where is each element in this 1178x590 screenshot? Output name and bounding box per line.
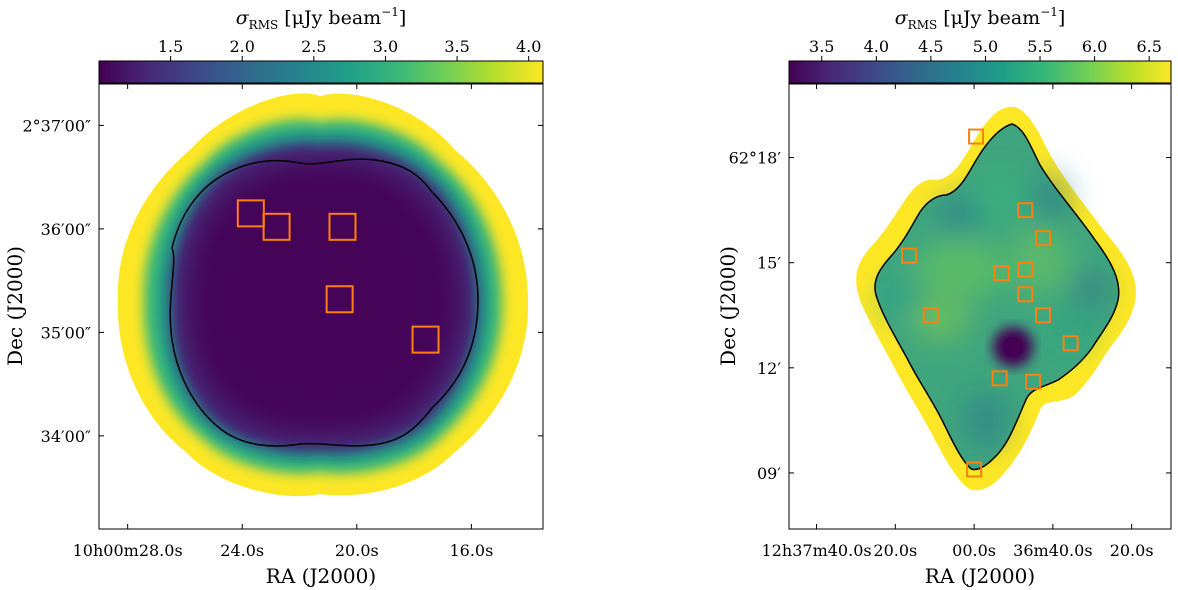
x-tick-label: 36m40.0s	[1013, 541, 1092, 560]
colorbar-tick-label: 5.0	[973, 37, 998, 56]
left-panel: 1.5 2.0 2.5 3.0 3.5 4.0 σRMS [μJy beam−1] 10h…	[3, 5, 544, 588]
x-tick-label: 10h00m28.0s	[73, 541, 183, 560]
source-marker	[991, 370, 1008, 387]
right-noise-texture	[880, 172, 1108, 448]
right-ylabel: Dec (J2000)	[716, 246, 740, 366]
source-marker	[328, 212, 357, 241]
y-tick-label: 2°37′00″	[22, 116, 91, 135]
right-contour	[874, 123, 1120, 471]
colorbar-tick-label: 6.5	[1136, 37, 1161, 56]
source-marker	[968, 128, 985, 145]
colorbar-tick-label: 3.5	[809, 37, 834, 56]
source-marker	[1035, 307, 1052, 324]
colorbar-tick-label: 4.5	[918, 37, 943, 56]
x-tick-label: 20.0s	[335, 541, 379, 560]
left-xlabel: RA (J2000)	[266, 564, 376, 588]
colorbar-tick-label: 5.5	[1027, 37, 1052, 56]
left-contour	[169, 158, 479, 447]
x-tick-label: 20.0s	[873, 541, 917, 560]
source-marker	[922, 307, 939, 324]
source-marker	[325, 285, 354, 314]
colorbar-tick-label: 2.0	[229, 37, 254, 56]
source-marker	[901, 247, 918, 264]
colorbar-tick-label: 4.0	[516, 37, 541, 56]
right-colorbar-bar	[788, 60, 1172, 84]
left-map	[99, 84, 543, 529]
x-tick-label: 16.0s	[449, 541, 493, 560]
right-markers	[901, 128, 1079, 478]
left-colorbar: 1.5 2.0 2.5 3.0 3.5 4.0 σRMS [μJy beam−1]	[98, 5, 544, 84]
colorbar-tick-label: 2.5	[301, 37, 326, 56]
colorbar-tick-label: 1.5	[158, 37, 183, 56]
right-axes: 12h37m40.0s 20.0s 00.0s 36m40.0s 20.0s62°18′…	[729, 84, 1171, 560]
left-ylabel: Dec (J2000)	[3, 246, 27, 366]
right-map-frame	[788, 83, 1172, 530]
colorbar-tick-label: 3.5	[444, 37, 469, 56]
right-colorbar-label: σRMS [μJy beam−1]	[895, 5, 1066, 32]
source-marker	[1017, 286, 1034, 303]
y-tick-label: 12′	[757, 359, 781, 378]
right-colorbar-ticks: 3.5 4.0 4.5 5.0 5.5 6.0 6.5	[809, 37, 1162, 61]
y-tick-label: 34′00″	[41, 427, 91, 446]
colorbar-tick-label: 3.0	[373, 37, 398, 56]
x-tick-label: 24.0s	[220, 541, 264, 560]
left-colorbar-bar	[98, 60, 544, 84]
source-marker	[1035, 230, 1052, 247]
y-tick-label: 62°18′	[729, 149, 782, 168]
x-tick-label: 12h37m40.0s	[762, 541, 872, 560]
right-xlabel: RA (J2000)	[925, 564, 1035, 588]
colorbar-tick-label: 4.0	[864, 37, 889, 56]
left-axes: 10h00m28.0s 24.0s 20.0s 16.0s 2°37′00″ 36′00″…	[22, 84, 543, 560]
x-tick-label: 20.0s	[1110, 541, 1154, 560]
source-marker	[966, 461, 983, 478]
source-marker	[1017, 261, 1034, 278]
left-colorbar-ticks: 1.5 2.0 2.5 3.0 3.5 4.0	[158, 37, 541, 61]
source-marker	[1025, 373, 1042, 390]
y-tick-label: 35′00″	[41, 323, 91, 342]
left-map-frame	[98, 83, 544, 530]
y-tick-label: 15′	[757, 254, 781, 273]
y-tick-label: 09′	[757, 464, 781, 483]
right-map	[789, 84, 1171, 529]
right-panel: 3.5 4.0 4.5 5.0 5.5 6.0 6.5 σRMS [μJy beam−1]	[716, 5, 1172, 588]
source-marker	[1062, 335, 1079, 352]
source-marker	[411, 325, 440, 354]
x-tick-label: 00.0s	[952, 541, 996, 560]
colorbar-tick-label: 6.0	[1082, 37, 1107, 56]
source-marker	[262, 212, 291, 241]
left-colorbar-label: σRMS [μJy beam−1]	[236, 5, 407, 32]
y-tick-label: 36′00″	[41, 220, 91, 239]
right-colorbar: 3.5 4.0 4.5 5.0 5.5 6.0 6.5 σRMS [μJy beam−1]	[788, 5, 1172, 84]
left-markers	[236, 199, 440, 354]
source-marker	[1017, 202, 1034, 219]
source-marker	[993, 265, 1010, 282]
